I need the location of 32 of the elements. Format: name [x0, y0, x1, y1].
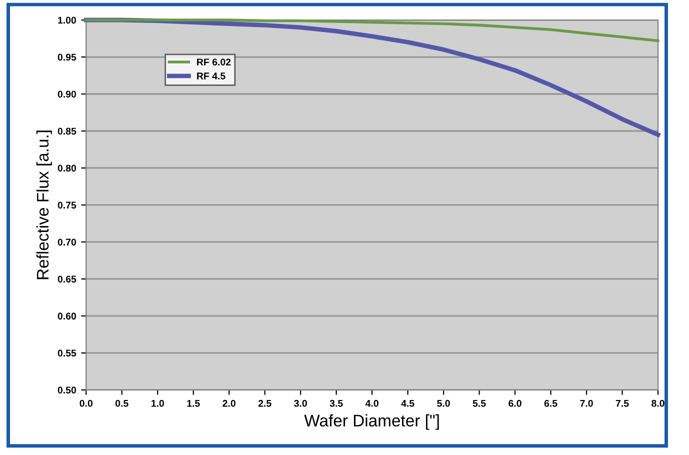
x-tick-label: 3.5	[330, 400, 343, 407]
legend-label: RF 6.02	[197, 58, 231, 66]
y-tick-label: 0.50	[58, 386, 76, 394]
x-tick-label: 1.5	[187, 400, 200, 407]
x-tick-label: 2.0	[222, 400, 236, 407]
x-tick-label: 0.0	[80, 400, 92, 407]
y-tick-label: 0.70	[58, 238, 76, 246]
y-tick-label: 0.80	[58, 164, 76, 172]
x-tick-label: 3.0	[294, 400, 307, 407]
y-tick-label: 1.00	[58, 16, 76, 24]
x-tick-label: 6.0	[508, 400, 522, 407]
x-tick-label: 7.5	[616, 400, 629, 407]
y-tick-label: 0.75	[58, 202, 76, 209]
x-tick-label: 5.5	[472, 400, 486, 407]
y-tick-label: 0.60	[58, 312, 76, 320]
x-axis-title: Wafer Diameter ["]	[304, 414, 439, 430]
x-tick-label: 7.0	[580, 400, 593, 407]
x-tick-label: 0.5	[115, 400, 128, 407]
y-tick-label: 0.85	[58, 128, 76, 135]
x-tick-label: 8.0	[652, 400, 664, 407]
y-tick-label: 0.90	[58, 90, 76, 98]
x-tick-label: 4.0	[365, 400, 378, 407]
x-tick-label: 2.5	[258, 400, 272, 407]
x-tick-label: 5.0	[437, 400, 450, 407]
y-tick-label: 0.95	[58, 54, 76, 61]
x-tick-label: 4.5	[401, 400, 414, 407]
y-axis-title: Reflective Flux [a.u.]	[36, 130, 52, 280]
x-tick-label: 1.0	[151, 400, 164, 407]
y-tick-label: 0.55	[58, 350, 76, 357]
y-tick-label: 0.65	[58, 276, 76, 283]
legend-label: RF 4.5	[197, 72, 226, 80]
x-tick-label: 6.5	[544, 400, 558, 407]
